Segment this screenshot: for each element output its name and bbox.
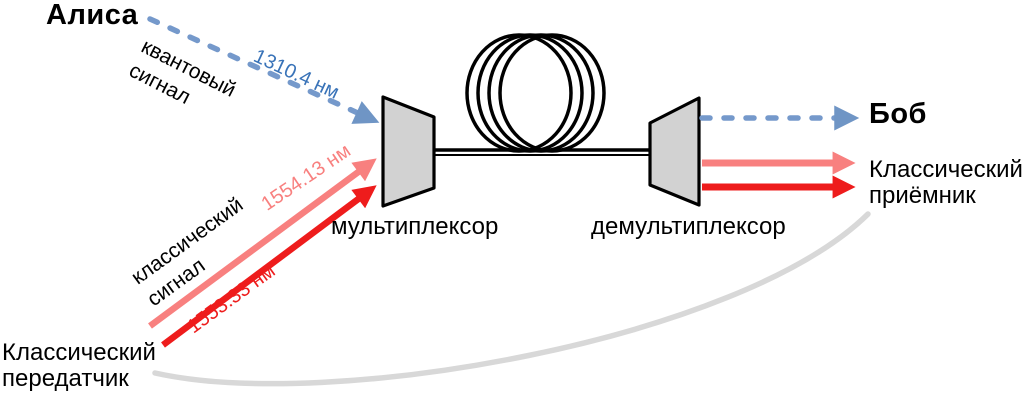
demultiplexer-shape xyxy=(648,96,701,207)
transmitter-receiver-curve xyxy=(152,211,871,387)
classical-receiver-label: Классический приёмник xyxy=(869,157,1023,209)
multiplexer-label: мультиплексор xyxy=(331,213,499,240)
bob-label: Боб xyxy=(869,98,927,130)
transmitter-line2: передатчик xyxy=(2,365,129,392)
fiber-coil xyxy=(465,33,606,153)
quantum-signal-arrow-in xyxy=(147,16,380,124)
transmitter-line1: Классический xyxy=(2,339,156,366)
classical-1554-arrow-in xyxy=(148,158,377,329)
receiver-line1: Классический xyxy=(869,156,1023,183)
classical-1553-arrow-in xyxy=(161,185,377,348)
demultiplexer-label: демультиплексор xyxy=(591,213,786,240)
receiver-line2: приёмник xyxy=(869,182,976,209)
multiplexer-shape xyxy=(381,95,436,208)
alice-label: Алиса xyxy=(46,0,139,31)
classical-transmitter-label: Классический передатчик xyxy=(2,340,156,392)
